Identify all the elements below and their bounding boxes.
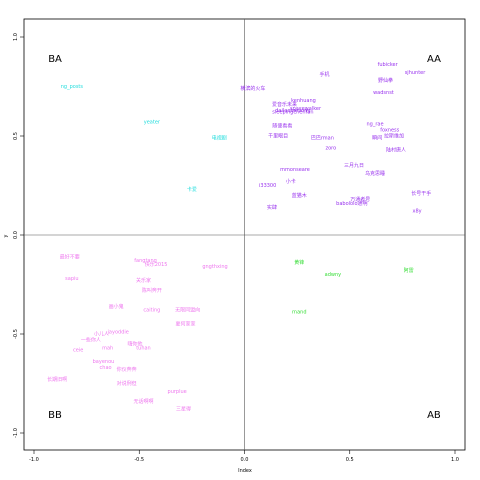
point-label: wadsnst [373,90,394,96]
point-label: 三星得 [176,406,191,413]
point-label: tuhan [136,345,151,351]
point-label: 最好不要 [60,253,80,260]
point-label: 黄锋 [294,259,304,266]
point-label: 夏何家家 [176,321,196,328]
point-label: 无限同盟向 [175,307,200,314]
y-tick-label: 0.0 [13,231,19,239]
point-label: 爱音乐未来 [272,101,297,108]
point-label: 随便看看 [272,123,292,130]
point-label: 瞬间 [372,134,382,141]
y-tick-label: 0.5 [13,132,19,140]
y-tick-label: 1.0 [13,33,19,41]
point-label: 三月九日 [344,162,364,169]
y-axis: -1.0 -0.5 0.0 0.5 1.0 [13,33,24,438]
point-label: yeater [144,120,161,126]
point-label: 对说例但 [117,380,137,387]
point-label: mmonseare [280,167,310,173]
point-label: adwny [325,272,341,278]
x-tick-label: -1.0 [29,457,39,463]
point-label: 画小鬼 [109,303,124,310]
x-tick-label: 0.5 [346,457,354,463]
point-label: 无话啊啊 [133,398,153,405]
point-label: sapiu [65,276,78,282]
point-label: fubicker [378,62,399,68]
point-label: 乌克思睡 [365,170,385,177]
point-label: 小儿人 [94,331,109,338]
point-label: 你仪奔奔 [117,366,137,373]
point-label: 实肆 [267,204,277,211]
point-label: rnand [292,310,307,316]
x-axis-title: Index [238,468,252,474]
point-label: ceie [73,347,83,353]
point-label: sleepingchenfan [272,110,313,116]
quadrant-label: AB [427,410,441,421]
quadrant-label: AA [427,54,441,65]
quadrant-label: BB [48,410,62,421]
y-axis-title: y [3,234,9,237]
point-label: 千里眼目 [268,133,288,140]
x-axis: -1.0 -0.5 0.0 0.5 1.0 [29,450,459,463]
point-label: 阿雷 [404,267,414,274]
x-tick-label: 0.0 [241,457,249,463]
point-label: i33300 [259,183,276,189]
point-label: 蓝猫木 [292,192,307,199]
y-tick-label: -0.5 [13,329,19,339]
quadrant-label: BA [48,54,62,65]
point-label: 电视剧 [212,134,227,141]
point-label: sjhunter [405,70,427,76]
point-label: babololo通明 [336,200,367,207]
point-label: fangtang [134,258,157,264]
point-label: purplue [168,389,187,395]
point-label: 快乐2015 [145,261,168,268]
point-label: zoro [325,145,336,151]
point-label: 一些你人 [81,336,101,343]
point-label: x8y [413,209,422,215]
point-label: bayenou [93,359,115,365]
point-label: 长号干手 [411,190,431,197]
point-label: 巴巴rman [311,135,334,141]
x-tick-label: 1.0 [451,457,459,463]
point-label: kenhuang [291,98,316,104]
point-label: 小卡 [286,178,296,185]
point-label: jayoddie [107,330,129,336]
point-label: 陈叫奔开 [142,287,162,294]
point-label: 关乐家 [136,277,151,284]
point-label: 嗨你他 [128,340,143,347]
point-label: 陆村唐人 [386,146,406,153]
point-label: 手机 [319,71,329,78]
point-label: 长期旧啊 [47,376,67,383]
point-label: ng_rae [366,122,383,128]
point-label: ng_posts [61,84,84,90]
point-label: 拉斯维加 [384,133,404,140]
point-label: 卡爱 [187,186,197,193]
point-label: chao [100,365,112,371]
quadrant-labels: BA AA BB AB [48,54,441,421]
point-label: caiting [143,308,160,314]
point-label: mah [102,345,113,351]
point-label: 横滨的火车 [240,85,265,92]
point-label: 野仙拳 [378,77,393,84]
point-label: gngthxing [202,264,227,270]
y-tick-label: -1.0 [13,428,19,438]
point-label: spacewalker [290,106,322,112]
point-label: 万通者号 [350,196,370,203]
x-tick-label: -0.5 [134,457,144,463]
point-label: foxness [380,128,399,134]
point-label: dailaobanlong [275,108,310,114]
